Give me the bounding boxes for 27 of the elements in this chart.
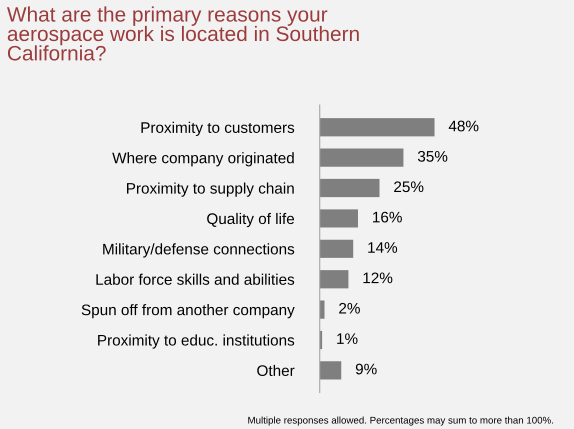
bar [320,209,358,228]
data-label: 48% [448,120,478,132]
data-label: 1% [337,333,358,344]
data-label: 9% [356,364,377,374]
data-label: 35% [418,150,448,162]
bar [320,361,342,380]
y-tick-label: Proximity to supply chain [127,182,294,197]
data-label: 2% [339,302,360,314]
bar [320,178,380,198]
bar [320,270,348,288]
data-label: 14% [368,242,398,253]
y-tick-label: Quality of life [207,212,294,228]
y-tick-label: Other [257,364,294,376]
y-tick-label: Proximity to educ. institutions [98,334,294,349]
data-label: 12% [363,272,392,284]
y-tick-label: Labor force skills and abilities [96,274,294,285]
y-tick-label: Military/defense connections [103,243,294,258]
bar [320,118,435,136]
data-label: 25% [394,181,424,192]
y-tick-label: Spun off from another company [82,304,295,318]
bar [320,148,404,167]
text: Multiple responses allowed. Percentages may sum to more than 100%. [248,416,554,426]
y-tick-label: Where company originated [112,152,294,166]
bar [320,240,354,258]
y-tick-label: Proximity to customers [141,122,294,136]
data-label: 16% [373,212,402,223]
chart-title: What are the primary reasons your aerospace work is located in Southern California? [6,6,359,61]
